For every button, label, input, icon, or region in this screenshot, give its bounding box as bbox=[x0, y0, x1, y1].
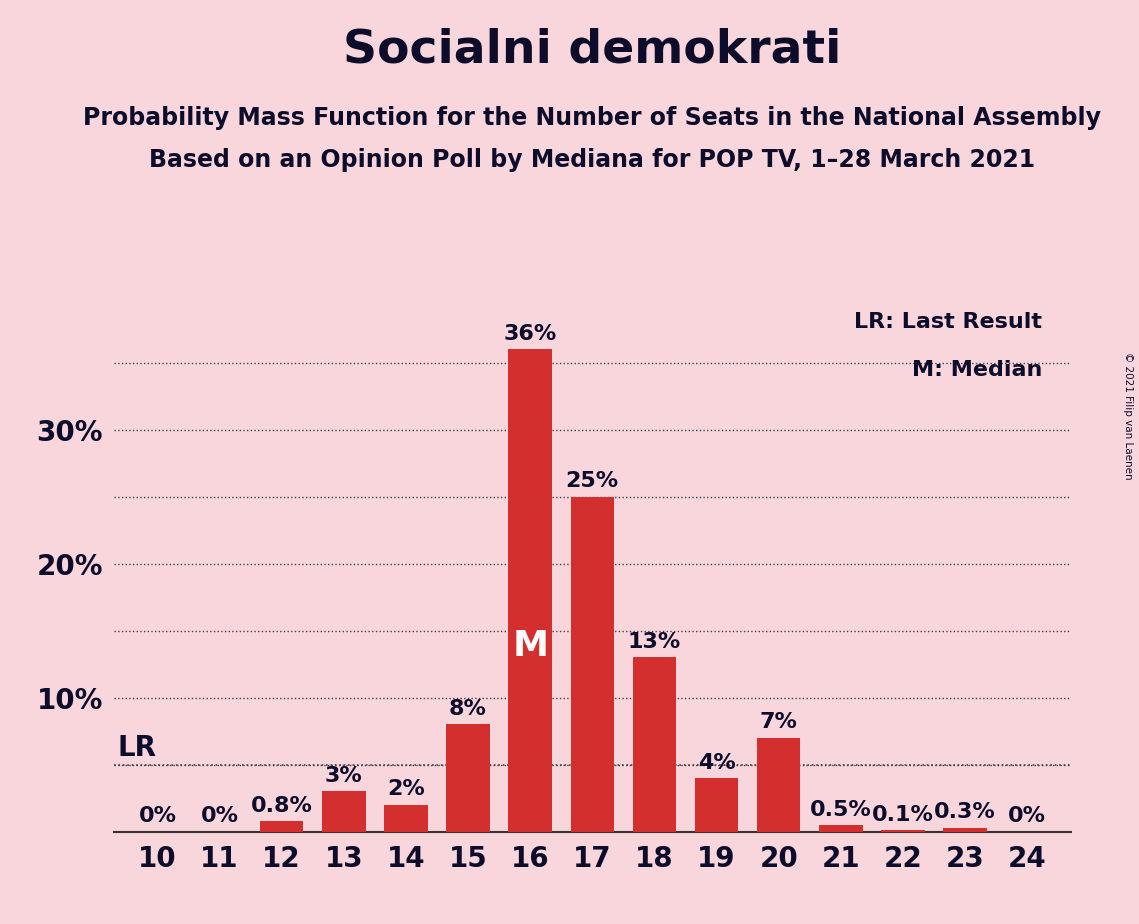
Bar bbox=[819, 825, 862, 832]
Text: 36%: 36% bbox=[503, 324, 557, 344]
Text: 13%: 13% bbox=[628, 632, 681, 652]
Bar bbox=[446, 724, 490, 832]
Text: 7%: 7% bbox=[760, 712, 797, 733]
Text: Socialni demokrati: Socialni demokrati bbox=[343, 28, 842, 73]
Bar bbox=[571, 497, 614, 832]
Text: 0.8%: 0.8% bbox=[251, 796, 312, 816]
Text: 0.3%: 0.3% bbox=[934, 802, 995, 822]
Text: 0.1%: 0.1% bbox=[872, 805, 934, 825]
Bar bbox=[260, 821, 303, 832]
Bar bbox=[322, 791, 366, 832]
Text: 0%: 0% bbox=[139, 807, 177, 826]
Text: Based on an Opinion Poll by Mediana for POP TV, 1–28 March 2021: Based on an Opinion Poll by Mediana for … bbox=[149, 148, 1035, 172]
Text: © 2021 Filip van Laenen: © 2021 Filip van Laenen bbox=[1123, 352, 1133, 480]
Bar bbox=[943, 828, 986, 832]
Text: 0%: 0% bbox=[200, 807, 238, 826]
Text: 2%: 2% bbox=[387, 780, 425, 799]
Text: M: M bbox=[513, 629, 548, 663]
Text: 25%: 25% bbox=[566, 471, 618, 492]
Text: 8%: 8% bbox=[449, 699, 487, 719]
Bar bbox=[882, 831, 925, 832]
Text: Probability Mass Function for the Number of Seats in the National Assembly: Probability Mass Function for the Number… bbox=[83, 106, 1101, 130]
Text: 0%: 0% bbox=[1008, 807, 1046, 826]
Bar bbox=[695, 778, 738, 832]
Bar bbox=[384, 805, 427, 832]
Text: LR: Last Result: LR: Last Result bbox=[854, 311, 1042, 332]
Text: 3%: 3% bbox=[325, 766, 362, 786]
Bar bbox=[508, 349, 552, 832]
Bar bbox=[757, 737, 801, 832]
Bar bbox=[632, 658, 677, 832]
Text: M: Median: M: Median bbox=[911, 360, 1042, 380]
Text: 0.5%: 0.5% bbox=[810, 799, 871, 820]
Text: 4%: 4% bbox=[698, 753, 736, 772]
Text: LR: LR bbox=[117, 734, 156, 762]
